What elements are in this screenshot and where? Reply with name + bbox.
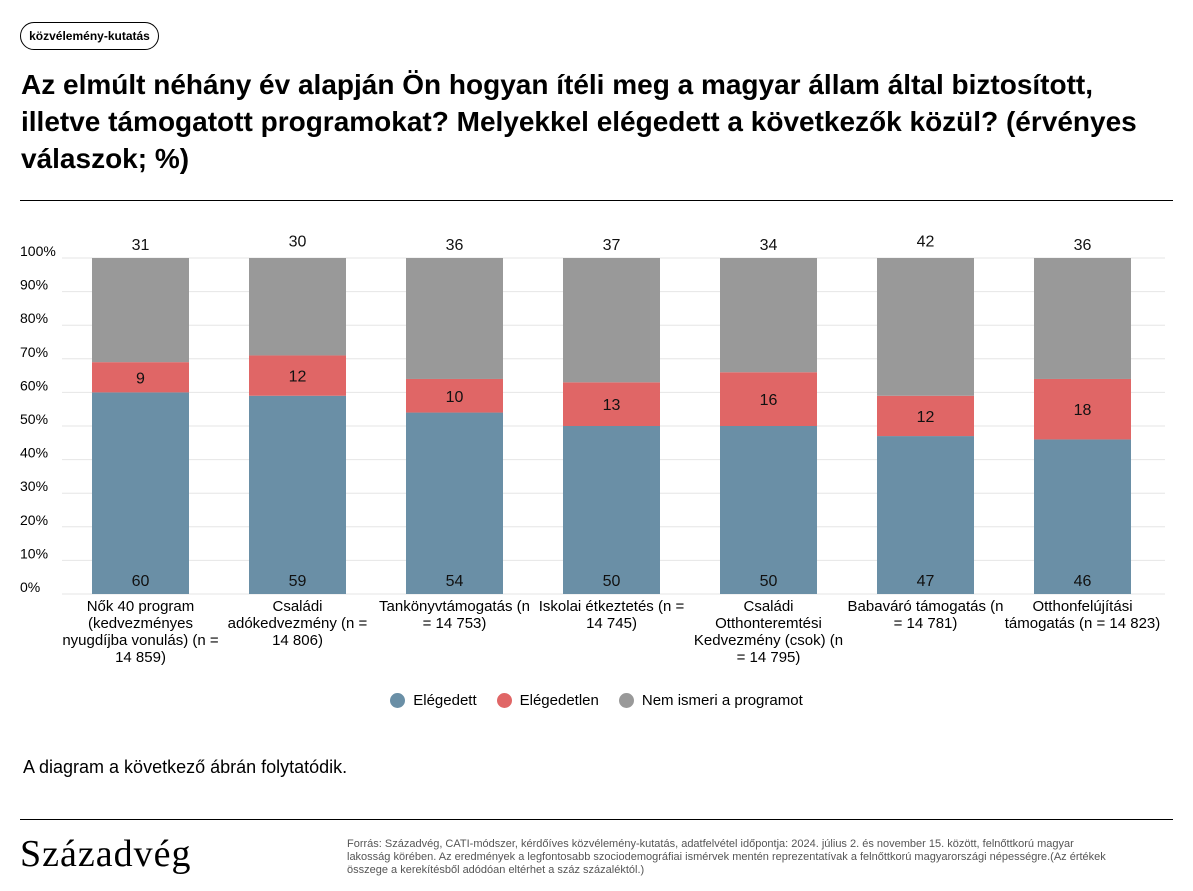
y-tick-label: 70% — [20, 344, 48, 360]
bar-segment — [563, 382, 660, 426]
x-tick-label: Családi adókedvezmény (n = 14 806) — [227, 598, 368, 649]
chart-title: Az elmúlt néhány év alapján Ön hogyan ít… — [21, 69, 1137, 174]
data-label: 60 — [132, 573, 150, 590]
legend: Elégedett Elégedetlen Nem ismeri a program… — [0, 692, 1193, 709]
bar-segment — [563, 258, 660, 383]
y-tick-label: 80% — [20, 310, 48, 326]
continuation-note: A diagram a következő ábrán folytatódik. — [23, 757, 348, 777]
data-label: 37 — [603, 237, 621, 254]
legend-swatch — [618, 693, 634, 708]
legend-item: Elégedett — [390, 692, 477, 709]
source-note: Forrás: Századvég, CATI-módszer, kérdőív… — [347, 838, 1106, 876]
bar-segment — [877, 258, 974, 396]
bar-segment — [92, 258, 189, 363]
bar-segment — [92, 392, 189, 594]
data-label: 34 — [760, 237, 778, 254]
legend-item: Elégedetlen — [496, 692, 599, 709]
data-label: 36 — [1074, 237, 1092, 254]
bar-segment — [406, 258, 503, 379]
y-tick-label: 10% — [20, 545, 48, 561]
data-label: 16 — [760, 392, 778, 409]
data-label: 59 — [289, 573, 307, 590]
data-label: 18 — [1074, 402, 1092, 419]
bar-segment — [92, 362, 189, 393]
bar-segment — [406, 412, 503, 594]
legend-label: Elégedetlen — [519, 692, 599, 709]
y-tick-label: 40% — [20, 445, 48, 461]
bar-segment — [406, 378, 503, 413]
data-label: 47 — [917, 573, 935, 590]
y-tick-label: 0% — [20, 579, 40, 595]
brand-logo: Századvég — [20, 833, 192, 875]
x-tick-label: Családi Otthonteremtési Kedvezmény (csok… — [693, 598, 844, 666]
legend-swatch — [390, 693, 406, 708]
bar-segment — [720, 258, 817, 373]
bar-segment — [563, 426, 660, 594]
title-divider — [20, 200, 1173, 201]
category-tag: közvélemény-kutatás — [20, 22, 159, 50]
data-label: 46 — [1074, 573, 1092, 590]
bar-segment — [1034, 258, 1131, 379]
data-label: 50 — [603, 573, 621, 590]
legend-item: Nem ismeri a programot — [618, 692, 803, 709]
bar-segment — [249, 355, 346, 396]
bar-segment — [249, 258, 346, 356]
data-label: 31 — [132, 237, 150, 254]
bar-segment — [720, 372, 817, 426]
y-tick-label: 100% — [20, 243, 56, 259]
data-label: 42 — [917, 234, 935, 251]
bar-segment — [877, 395, 974, 437]
y-tick-label: 20% — [20, 512, 48, 528]
x-tick-label: Tankönyvtámogatás (n = 14 753) — [379, 598, 530, 632]
data-label: 30 — [289, 234, 307, 251]
data-label: 13 — [603, 397, 621, 414]
bar-segment — [249, 395, 346, 594]
bar-segment — [1034, 378, 1131, 440]
data-label: 50 — [760, 573, 778, 590]
footer-divider — [20, 819, 1173, 820]
legend-swatch — [496, 693, 512, 708]
y-tick-label: 60% — [20, 377, 48, 393]
y-tick-label: 30% — [20, 478, 48, 494]
bar-segment — [1034, 439, 1131, 594]
data-label: 12 — [289, 369, 307, 386]
data-label: 12 — [917, 409, 935, 426]
data-label: 9 — [136, 370, 145, 387]
stacked-bar-chart: 0% 10% 20% 30% 40% 50% 60% 70% 80% 90% 100% 60 9 31 59… — [20, 234, 1165, 595]
y-tick-label: 90% — [20, 277, 48, 293]
bar-segment — [720, 426, 817, 594]
x-tick-label: Babaváró támogatás (n = 14 781) — [847, 598, 1004, 632]
x-tick-label: Nők 40 program (kedvezményes nyugdíjba v… — [62, 598, 219, 666]
bar-segment — [877, 436, 974, 594]
data-label: 54 — [446, 573, 464, 590]
legend-label: Nem ismeri a programot — [641, 692, 803, 709]
x-tick-label: Otthonfelújítási támogatás (n = 14 823) — [1004, 598, 1161, 632]
data-label: 36 — [446, 237, 464, 254]
legend-label: Elégedett — [413, 692, 477, 709]
y-tick-label: 50% — [20, 411, 48, 427]
x-tick-label: Iskolai étkeztetés (n = 14 745) — [538, 598, 685, 632]
data-label: 10 — [446, 389, 464, 406]
